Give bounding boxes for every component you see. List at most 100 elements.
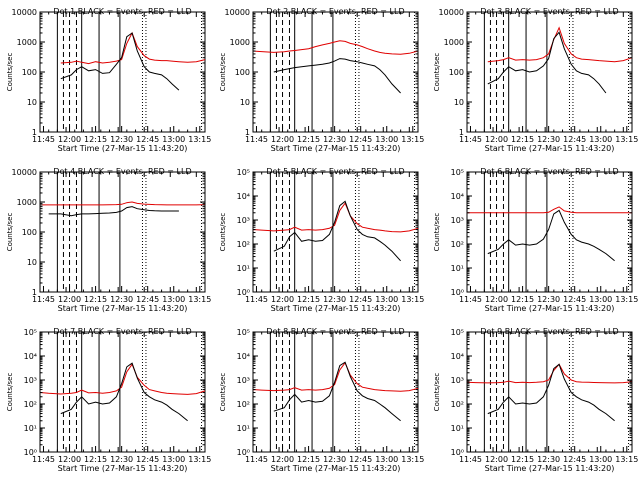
x-tick-label: 11:45 xyxy=(459,295,482,304)
y-tick-label: 10⁴ xyxy=(451,352,464,361)
y-tick-label: 10³ xyxy=(237,376,250,385)
series-line-events xyxy=(487,363,615,422)
x-tick-label: 12:30 xyxy=(537,295,560,304)
x-tick-label: 13:15 xyxy=(615,455,638,464)
series-line-events xyxy=(273,361,401,422)
x-axis-label: Start Time (27-Mar-15 11:43:20) xyxy=(485,464,615,473)
time-markers xyxy=(483,12,630,132)
panel-det-8: 10⁰ 10¹ 10² 10³ 10⁴ 10⁵ 11:45 12:00 12:15 12:30 12… xyxy=(219,327,424,473)
y-tick-label: 1000 xyxy=(17,38,37,47)
x-tick-label: 12:45 xyxy=(136,295,159,304)
x-tick-label: 12:30 xyxy=(323,295,346,304)
x-tick-label: 12:15 xyxy=(297,295,320,304)
x-tick-label: 13:00 xyxy=(589,455,612,464)
y-tick-label: 10³ xyxy=(237,216,250,225)
x-tick-label: 12:00 xyxy=(485,455,508,464)
y-tick-label: 10⁵ xyxy=(237,328,250,337)
x-tick-label: 12:00 xyxy=(271,455,294,464)
y-axis-label: Counts/sec xyxy=(219,213,227,252)
y-tick-label: 10⁵ xyxy=(237,168,250,177)
time-markers xyxy=(483,332,630,452)
plot-frame xyxy=(252,331,419,453)
y-tick-label: 10 xyxy=(27,98,37,107)
panel-det-6: 10⁰ 10¹ 10² 10³ 10⁴ 10⁵ 11:45 12:00 12:15 12:30 12… xyxy=(433,167,638,313)
y-tick-label: 10² xyxy=(24,400,37,409)
x-tick-label: 12:15 xyxy=(511,135,534,144)
x-tick-label: 13:15 xyxy=(188,135,211,144)
x-tick-label: 13:00 xyxy=(589,135,612,144)
y-tick-label: 10⁰ xyxy=(237,448,250,457)
y-tick-label: 10⁴ xyxy=(24,352,37,361)
y-tick-label: 10000 xyxy=(225,8,250,17)
panel-title: Det 3 BLACK = Events, RED = LLD xyxy=(480,7,618,16)
x-tick-label: 12:15 xyxy=(297,135,320,144)
panel-det-7: 10⁰ 10¹ 10² 10³ 10⁴ 10⁵ 11:45 12:00 12:15 12:30 12… xyxy=(6,327,211,473)
y-tick-label: 10⁴ xyxy=(237,352,250,361)
x-tick-label: 13:15 xyxy=(401,455,424,464)
y-tick-label: 10³ xyxy=(24,376,37,385)
y-tick-label: 10000 xyxy=(12,168,37,177)
x-axis-label: Start Time (27-Mar-15 11:43:20) xyxy=(58,144,188,153)
x-tick-label: 11:45 xyxy=(245,135,268,144)
y-tick-label: 10000 xyxy=(439,8,464,17)
x-tick-label: 12:45 xyxy=(136,455,159,464)
series-line-events xyxy=(48,206,179,217)
y-tick-label: 10² xyxy=(237,400,250,409)
x-axis-label: Start Time (27-Mar-15 11:43:20) xyxy=(271,464,401,473)
panel-title: Det 1 BLACK = Events, RED = LLD xyxy=(53,7,191,16)
x-tick-label: 13:15 xyxy=(615,295,638,304)
plot-frame xyxy=(39,11,206,133)
x-tick-label: 12:30 xyxy=(110,135,133,144)
y-tick-label: 100 xyxy=(22,68,37,77)
x-tick-label: 12:30 xyxy=(537,135,560,144)
series-line-events xyxy=(60,32,180,91)
series-line-lld xyxy=(487,26,633,63)
x-tick-label: 12:30 xyxy=(323,135,346,144)
panel-title: Det 4 BLACK = Events, RED = LLD xyxy=(53,167,191,176)
y-tick-label: 10 xyxy=(27,258,37,267)
y-tick-label: 1000 xyxy=(17,198,37,207)
y-tick-label: 10¹ xyxy=(451,264,464,273)
x-tick-label: 11:45 xyxy=(32,295,55,304)
x-axis-label: Start Time (27-Mar-15 11:43:20) xyxy=(271,144,401,153)
y-tick-label: 10¹ xyxy=(237,264,250,273)
x-tick-label: 13:00 xyxy=(375,135,398,144)
plot-frame xyxy=(39,171,206,293)
time-markers xyxy=(269,332,416,452)
y-tick-label: 100 xyxy=(22,228,37,237)
series-line-events xyxy=(487,31,607,94)
x-tick-label: 12:45 xyxy=(563,455,586,464)
x-tick-label: 13:15 xyxy=(188,455,211,464)
time-markers xyxy=(56,12,203,132)
x-tick-label: 13:15 xyxy=(401,135,424,144)
x-tick-label: 12:30 xyxy=(110,295,133,304)
x-tick-label: 11:45 xyxy=(32,135,55,144)
y-tick-label: 10¹ xyxy=(451,424,464,433)
x-tick-label: 12:15 xyxy=(84,295,107,304)
panel-title: Det 9 BLACK = Events, RED = LLD xyxy=(480,327,618,336)
y-axis-label: Counts/sec xyxy=(433,53,441,92)
plot-frame xyxy=(466,11,633,133)
plot-frame xyxy=(466,331,633,453)
series-line-lld xyxy=(252,202,419,233)
panel-det-3: 1 10 100 1000 10000 11:45 12:00 12:15 12:30 12:45… xyxy=(433,7,638,153)
x-tick-label: 12:00 xyxy=(58,135,81,144)
panel-title: Det 2 BLACK = Events, RED = LLD xyxy=(266,7,404,16)
x-tick-label: 11:45 xyxy=(32,455,55,464)
x-tick-label: 12:15 xyxy=(84,455,107,464)
x-tick-label: 12:30 xyxy=(110,455,133,464)
series-line-events xyxy=(273,58,401,94)
x-tick-label: 13:00 xyxy=(162,135,185,144)
y-tick-label: 10⁰ xyxy=(24,448,37,457)
series-line-events xyxy=(487,209,615,262)
x-tick-label: 13:00 xyxy=(162,455,185,464)
y-tick-label: 10² xyxy=(451,400,464,409)
y-tick-label: 10² xyxy=(451,240,464,249)
series-line-lld xyxy=(252,361,419,392)
x-tick-label: 12:00 xyxy=(271,295,294,304)
x-tick-label: 12:15 xyxy=(297,455,320,464)
y-axis-label: Counts/sec xyxy=(433,373,441,412)
x-tick-label: 13:00 xyxy=(375,455,398,464)
x-tick-label: 13:15 xyxy=(615,135,638,144)
x-tick-label: 12:45 xyxy=(563,295,586,304)
